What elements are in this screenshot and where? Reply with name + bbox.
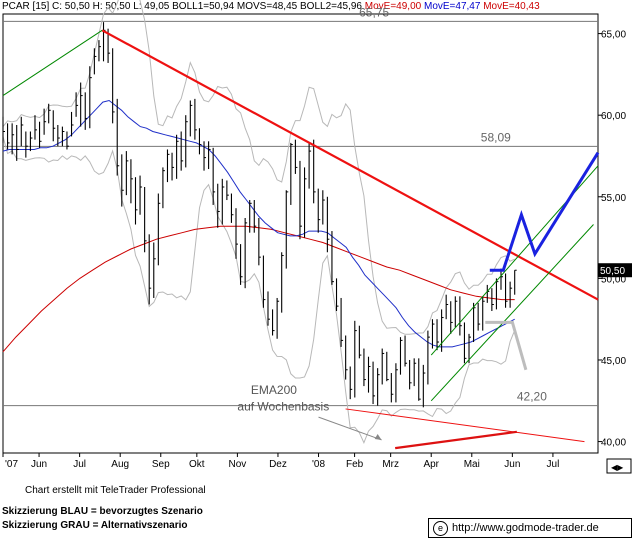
x-tick-label: Sep — [152, 459, 170, 470]
chart-credit: Chart erstellt mit TeleTrader Profession… — [25, 485, 206, 496]
scenario-gray-path — [485, 320, 528, 371]
level-label: 65,75 — [359, 5, 389, 19]
level-label: 58,09 — [481, 130, 511, 144]
boll-label: BOLL1=50,94 MOVS=48,45 BOLL2=45,96 — [172, 1, 362, 12]
x-tick-label: Dez — [269, 459, 287, 470]
last-price-label: 50,50 — [600, 266, 625, 277]
website-url: http://www.godmode-trader.de — [452, 522, 599, 534]
chart-header: PCAR [15] C: 50,50 H: 50,50 L: 49,05 BOL… — [2, 1, 540, 12]
y-tick-label: 60,00 — [601, 111, 626, 122]
x-tick-label: Mai — [464, 459, 480, 470]
x-tick-label: '07 — [5, 459, 18, 470]
move-blue-label: MovE=47,47 — [424, 1, 481, 12]
bollinger-upper-band — [2, 0, 515, 335]
x-tick-label: Mrz — [382, 459, 399, 470]
x-tick-label: Nov — [228, 459, 246, 470]
x-tick-label: Okt — [189, 459, 205, 470]
legend-gray-text: Skizzierung GRAU = Alternativszenario — [2, 520, 188, 531]
y-tick-label: 55,00 — [601, 193, 626, 204]
move-red2-label: MovE=40,43 — [483, 1, 540, 12]
x-tick-label: Jul — [547, 459, 560, 470]
x-tick-label: Feb — [346, 459, 364, 470]
trend-line — [2, 29, 103, 97]
annotation-arrow — [318, 416, 382, 441]
y-tick-label: 40,00 — [601, 438, 626, 449]
annotation-arrowhead — [374, 433, 382, 440]
y-tick-label: 45,00 — [601, 356, 626, 367]
trend-line — [395, 430, 518, 450]
ema200-sub-annotation: auf Wochenbasis — [237, 400, 329, 414]
scroll-nav-icon: ◀▶ — [611, 463, 624, 472]
scroll-nav-box — [606, 458, 632, 474]
x-tick-label: Aug — [111, 459, 129, 470]
x-tick-label: Apr — [423, 459, 439, 470]
x-tick-label: Jun — [504, 459, 520, 470]
y-tick-label: 65,00 — [601, 30, 626, 41]
legend-blue-text: Skizzierung BLAU = bevorzugtes Szenario — [2, 506, 203, 517]
trend-line — [430, 224, 594, 402]
x-tick-label: Jul — [73, 459, 86, 470]
copyright-icon: e — [433, 520, 448, 536]
ema-blue-line — [2, 99, 515, 348]
ema200-annotation: EMA200 — [251, 383, 297, 397]
scenario-legend: Skizzierung BLAU = bevorzugtes Szenario … — [2, 505, 203, 533]
website-link[interactable]: e http://www.godmode-trader.de — [428, 518, 632, 538]
trend-line — [101, 29, 599, 301]
ohlc-label: C: 50,50 H: 50,50 L: 49,05 — [52, 1, 170, 12]
trend-line — [345, 408, 585, 443]
bollinger-lower-band — [2, 136, 516, 444]
y-tick-label: 50,00 — [601, 274, 626, 285]
move-red-label: MovE=49,00 — [364, 1, 422, 12]
x-tick-label: '08 — [312, 459, 325, 470]
scenario-blue-path — [489, 151, 600, 272]
last-price-box — [598, 263, 632, 278]
level-label: 42,20 — [517, 390, 547, 404]
x-tick-label: Jun — [31, 459, 47, 470]
symbol-label: PCAR [15] — [2, 1, 50, 12]
